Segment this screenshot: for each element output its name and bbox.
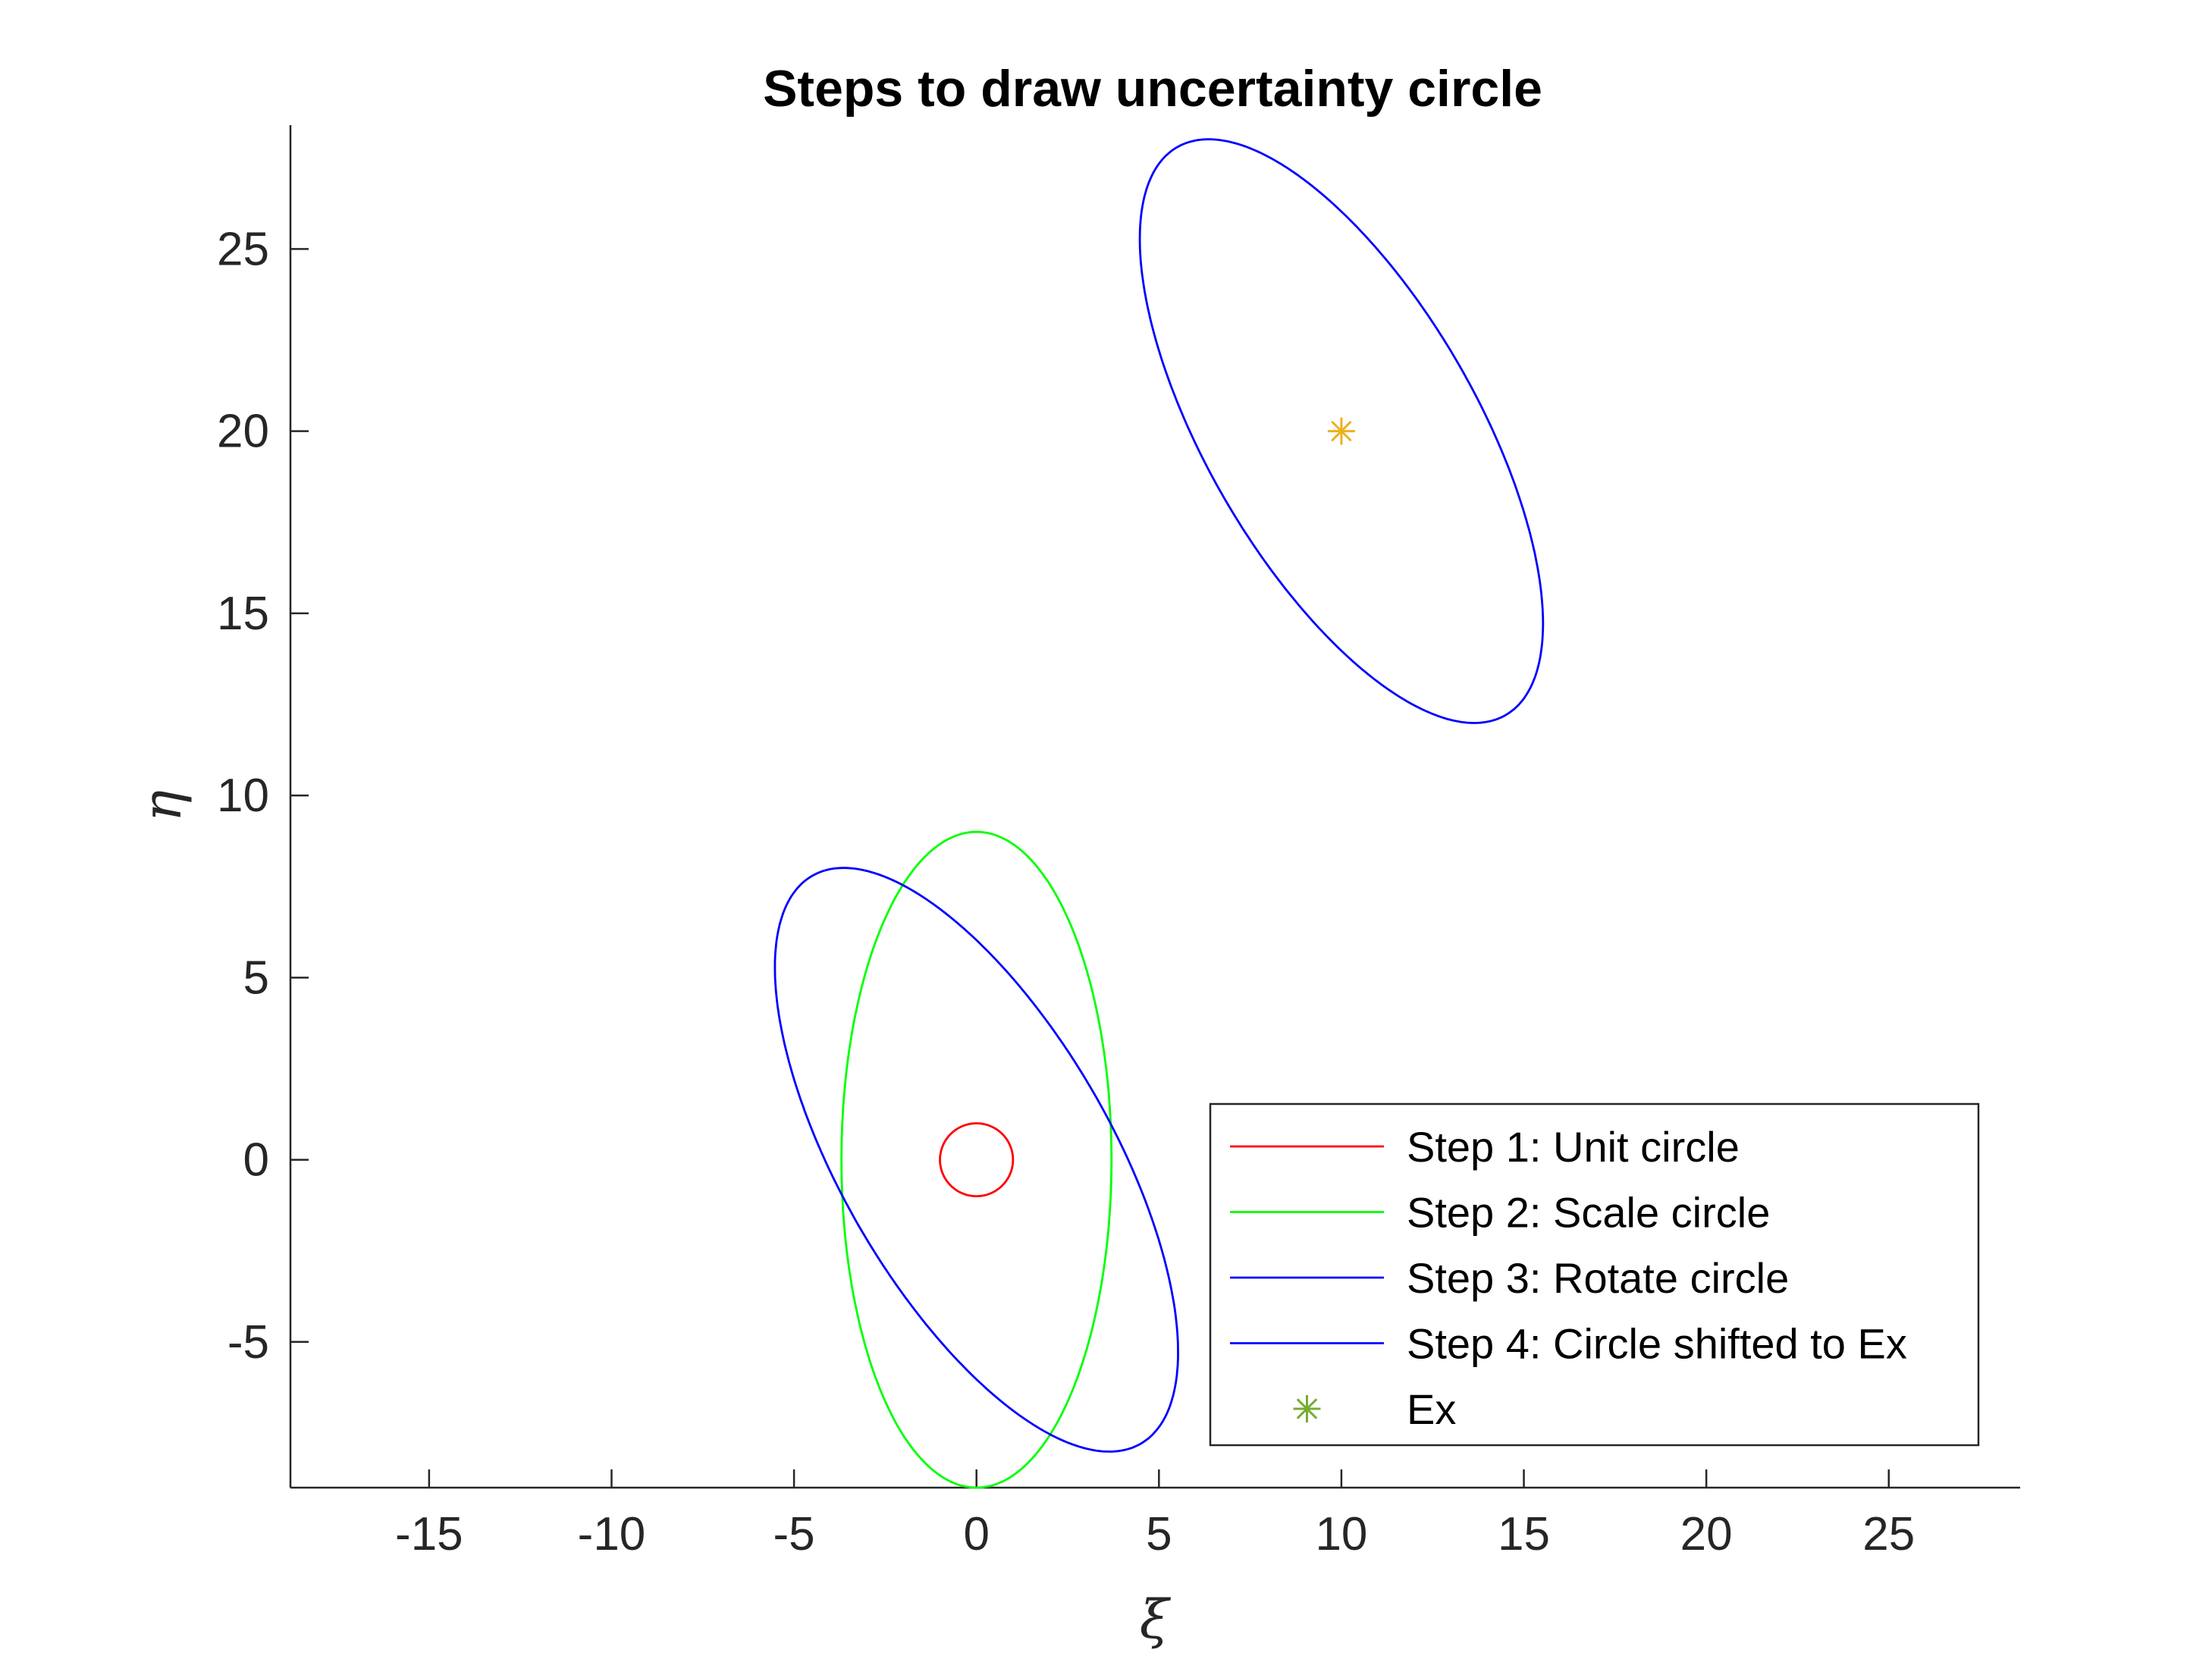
legend-label: Ex — [1407, 1385, 1456, 1433]
x-tick-label: 10 — [1315, 1508, 1367, 1560]
y-tick-label: 15 — [217, 588, 269, 640]
legend-label: Step 2: Scale circle — [1407, 1189, 1770, 1237]
x-tick-label: -10 — [578, 1508, 646, 1560]
plot-area: -15 -10 -5 0 5 10 15 20 25 -5 0 5 10 15 20 25 — [217, 125, 2020, 1560]
data-point-ex — [1327, 417, 1355, 445]
x-tick-label: 20 — [1680, 1508, 1733, 1560]
x-tick-label: -15 — [395, 1508, 463, 1560]
series-line-4 — [1138, 138, 1545, 724]
x-tick-label: 25 — [1862, 1508, 1915, 1560]
legend-box — [1209, 1102, 1980, 1447]
legend-label: Step 1: Unit circle — [1407, 1123, 1740, 1171]
x-axis-label: ξ — [1140, 1588, 1172, 1651]
x-tick-label: 15 — [1498, 1508, 1550, 1560]
x-tick-label: -5 — [773, 1508, 815, 1560]
y-ticks: -5 0 5 10 15 20 25 — [217, 223, 309, 1369]
series-line-1 — [939, 1122, 1015, 1197]
series-line-3 — [773, 867, 1179, 1453]
y-axis-label: η — [131, 790, 193, 822]
series-layer — [773, 138, 1545, 1489]
legend-items: Step 1: Unit circle Step 2: Scale circle S… — [1230, 1123, 1907, 1433]
y-tick-label: -5 — [227, 1316, 269, 1369]
chart-title: Steps to draw uncertainty circle — [763, 60, 1542, 118]
y-tick-label: 5 — [243, 952, 269, 1004]
x-ticks: -15 -10 -5 0 5 10 15 20 25 — [395, 1469, 1915, 1560]
x-tick-label: 0 — [963, 1508, 989, 1560]
legend-label: Step 4: Circle shifted to Ex — [1407, 1320, 1907, 1368]
series-line-2 — [840, 830, 1113, 1489]
legend: Step 1: Unit circle Step 2: Scale circle S… — [1209, 1102, 1980, 1447]
y-tick-label: 10 — [217, 770, 269, 822]
x-tick-label: 5 — [1146, 1508, 1172, 1560]
y-tick-label: 20 — [217, 406, 269, 458]
y-tick-label: 25 — [217, 223, 269, 275]
legend-label: Step 3: Rotate circle — [1407, 1254, 1789, 1302]
legend-swatch — [1293, 1395, 1321, 1422]
y-tick-label: 0 — [243, 1134, 269, 1187]
